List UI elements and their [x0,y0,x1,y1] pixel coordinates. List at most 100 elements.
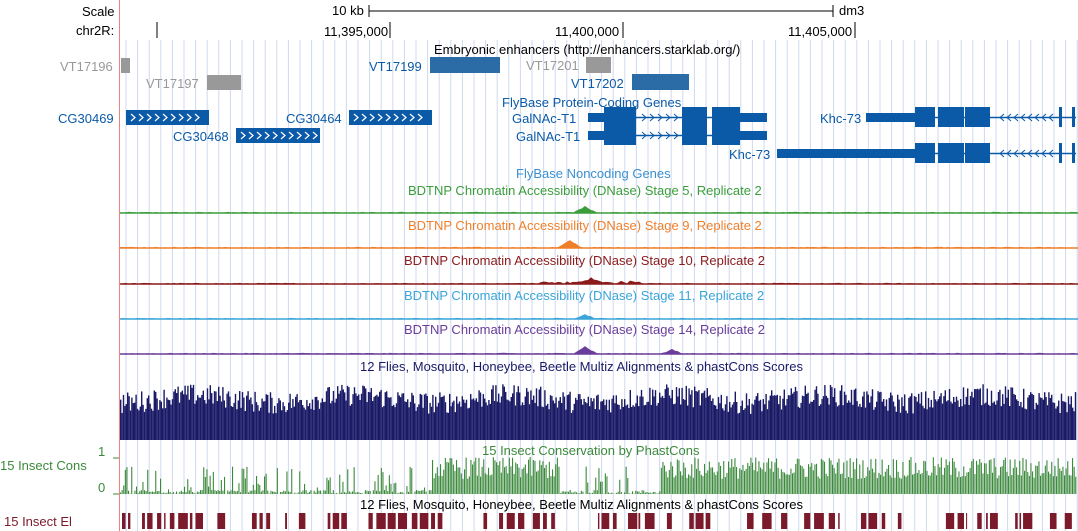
multiz-bar [125,404,127,440]
gene-label[interactable]: CG30468 [173,129,229,144]
multiz-bar [740,406,742,440]
enhancer-label[interactable]: VT17199 [369,59,422,74]
track-title-coding-genes[interactable]: FlyBase Protein-Coding Genes [502,95,682,110]
cons-element [989,513,998,529]
multiz-bar [654,390,657,440]
cons-bar [952,458,954,494]
multiz-bar [414,403,416,440]
enhancer-label[interactable]: VT17201 [526,58,579,73]
multiz-bar [241,392,244,440]
multiz-bar [925,391,927,440]
cons-bar [897,471,899,494]
cons-bar [836,462,838,494]
cons-bar [864,477,866,494]
track-title-dnase-stage10[interactable]: BDTNP Chromatin Accessibility (DNase) St… [404,253,766,268]
cons-bar [284,491,286,494]
cons-bar [841,473,843,494]
strand-arrow [1041,149,1047,158]
multiz-bar [1055,408,1057,440]
multiz-bar [666,384,668,440]
cons-bar [904,475,906,494]
enhancer-label[interactable]: VT17202 [571,76,624,91]
cons-bar [550,476,552,494]
multiz-bar [838,405,840,440]
multiz-bar [363,386,365,440]
multiz-bar [926,409,928,440]
multiz-bar [933,390,935,440]
multiz-bar [983,403,986,440]
multiz-bar [388,397,391,440]
cons-bar [851,477,853,494]
cons-bar [684,467,686,494]
track-title-multiz-2[interactable]: 12 Flies, Mosquito, Honeybee, Beetle Mul… [360,497,803,512]
multiz-bar [992,402,994,440]
track-title-noncoding-genes[interactable]: FlyBase Noncoding Genes [516,166,671,181]
cons-bar [872,468,874,494]
cons-bar [131,466,133,494]
multiz-bar [173,391,175,440]
track-title-dnase-stage5[interactable]: BDTNP Chromatin Accessibility (DNase) St… [408,183,762,198]
multiz-bar [376,394,378,440]
multiz-bar [1052,402,1054,440]
multiz-bar [569,391,571,440]
multiz-bar [631,406,633,440]
multiz-bar [141,391,143,440]
multiz-bar [936,401,938,440]
cons-bar [950,474,952,494]
multiz-bar [834,388,836,440]
cons-bar [275,492,277,494]
cons-bar [262,490,264,494]
cons-bar [752,462,754,494]
track-title-multiz[interactable]: 12 Flies, Mosquito, Honeybee, Beetle Mul… [360,359,803,374]
enhancer-label[interactable]: VT17197 [146,76,199,91]
enhancer-label[interactable]: VT17196 [60,59,113,74]
multiz-bar [251,404,253,440]
cons-bar [875,458,877,494]
gene-label[interactable]: Khc-73 [729,147,771,162]
cons-bar [236,490,238,494]
multiz-bar [541,406,543,440]
assembly-label: dm3 [839,3,865,18]
track-title-conservation[interactable]: 15 Insect Conservation by PhastCons [482,443,700,458]
cons-bar [737,478,739,494]
gene-label[interactable]: CG30469 [58,111,114,126]
cons-element [1064,513,1072,529]
track-title-enhancers[interactable]: Embryonic enhancers (http://enhancers.st… [434,42,741,57]
multiz-bar [544,390,546,440]
multiz-bar [321,398,323,440]
gene-label[interactable]: CG30464 [286,111,342,126]
cons-bar [305,490,307,494]
gene-label[interactable]: GalNAc-T1 [512,111,577,126]
multiz-bar [645,404,647,440]
multiz-bar [894,406,896,440]
cons-bar [595,477,597,494]
cons-bar [958,471,960,494]
multiz-bar [852,404,854,440]
gene-label[interactable]: Khc-73 [820,111,862,126]
strand-arrow [280,131,286,140]
multiz-bar [829,384,832,440]
gene-label[interactable]: GalNAc-T1 [516,129,581,144]
cons-bar [249,490,251,494]
side-label-conservation[interactable]: 15 Insect Cons [0,458,87,473]
multiz-bar [685,385,687,440]
cons-bar [520,477,522,494]
cons-bar [894,477,896,494]
exon-block [965,143,990,163]
cons-bar [224,476,226,494]
multiz-bar [293,406,295,440]
track-title-dnase-stage14[interactable]: BDTNP Chromatin Accessibility (DNase) St… [404,322,766,337]
cons-bar [899,477,901,494]
multiz-bar [862,396,864,440]
cons-bar [264,476,266,494]
track-title-dnase-stage11[interactable]: BDTNP Chromatin Accessibility (DNase) St… [404,288,765,303]
cons-bar [822,460,824,494]
cons-bar [230,490,232,494]
multiz-bar [348,387,350,440]
side-label-elements[interactable]: 15 Insect El [4,514,72,529]
track-title-dnase-stage9[interactable]: BDTNP Chromatin Accessibility (DNase) St… [408,218,762,233]
cons-bar [779,478,781,494]
multiz-bar [892,401,895,440]
multiz-bar [738,412,741,440]
cons-bar [912,474,914,494]
